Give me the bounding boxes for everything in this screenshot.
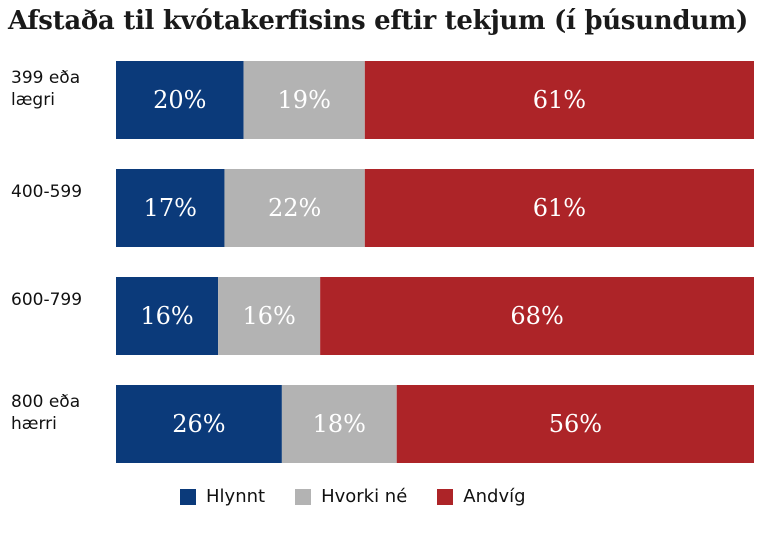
category-label: 400-599 [11, 182, 82, 202]
legend-label: Hlynnt [206, 486, 266, 507]
legend-label: Andvíg [463, 486, 526, 507]
legend-swatch [180, 488, 196, 505]
category-label: 399 eða lægri [11, 68, 80, 110]
bar-segment [116, 385, 282, 463]
bar-segment [224, 169, 365, 247]
category-label: 800 eða hærri [11, 392, 80, 434]
bar-segment [116, 61, 244, 139]
bar-segment [243, 61, 365, 139]
legend-label: Hvorki né [321, 486, 408, 507]
bar-segment [116, 169, 225, 247]
legend: Hlynnt Hvorki né Andvíg [180, 486, 556, 507]
bar-segment [116, 277, 219, 355]
legend-swatch [295, 488, 312, 505]
data-label: 16% [140, 302, 193, 330]
legend-item: Andvíg [437, 486, 526, 507]
bar-segment [218, 277, 321, 355]
bar-segment [320, 277, 754, 355]
data-label: 68% [510, 302, 563, 330]
data-label: 18% [313, 410, 366, 438]
data-label: 26% [172, 410, 225, 438]
chart-title: Afstaða til kvótakerfisins eftir tekjum … [8, 6, 749, 36]
data-label: 61% [533, 86, 586, 114]
data-label: 19% [278, 86, 331, 114]
bar-segment [364, 169, 754, 247]
bar-segment [281, 385, 397, 463]
data-label: 56% [549, 410, 602, 438]
data-label: 17% [144, 194, 197, 222]
legend-item: Hlynnt [180, 486, 265, 507]
legend-swatch [437, 488, 454, 505]
data-label: 61% [533, 194, 586, 222]
bar-segment [396, 385, 754, 463]
data-label: 16% [242, 302, 295, 330]
legend-item: Hvorki né [295, 486, 407, 507]
data-label: 22% [268, 194, 321, 222]
category-label: 600-799 [11, 290, 82, 310]
bar-segment [364, 61, 754, 139]
bar-chart: 399 eða lægri 20% 19% 61% 400-599 17% 22% 61% 600… [11, 61, 754, 463]
data-label: 20% [153, 86, 206, 114]
